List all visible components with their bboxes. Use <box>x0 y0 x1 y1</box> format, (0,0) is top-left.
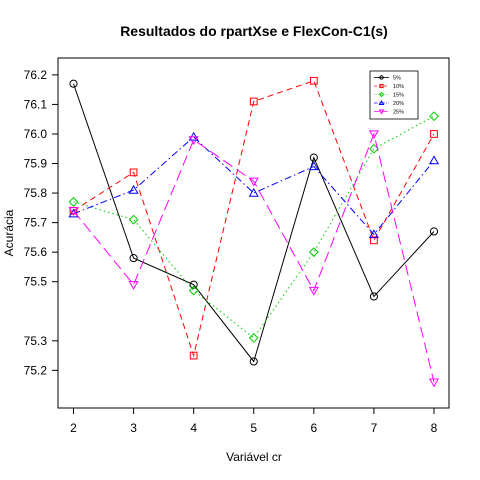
data-point-circle <box>429 227 439 236</box>
series-line <box>73 132 435 383</box>
y-tick-label: 75.9 <box>24 157 48 171</box>
series-2 <box>69 76 438 360</box>
series-line <box>73 83 435 363</box>
data-point-diamond <box>378 91 385 98</box>
data-point-square <box>189 351 198 360</box>
data-point-diamond <box>128 214 139 225</box>
y-tick-label: 76.0 <box>24 127 48 141</box>
plot-frame <box>57 57 450 409</box>
data-point-triangle-up <box>308 161 319 171</box>
data-point-circle <box>69 79 78 88</box>
legend-label: 25% <box>393 110 404 116</box>
data-point-triangle-down <box>308 286 319 296</box>
legend-label: 15% <box>393 93 404 99</box>
data-point-circle <box>309 153 318 162</box>
series-3 <box>68 111 439 343</box>
legend-label: 10% <box>393 84 404 90</box>
y-tick-label: 76.1 <box>24 97 48 111</box>
y-tick-label: 75.6 <box>24 245 48 259</box>
data-point-triangle-up <box>378 99 385 105</box>
data-point-triangle-up <box>368 229 379 239</box>
y-tick-label: 76.2 <box>24 68 48 82</box>
data-point-triangle-down <box>248 177 259 187</box>
series-1 <box>69 79 439 366</box>
data-point-circle <box>129 254 138 263</box>
x-tick-label: 7 <box>371 421 378 435</box>
x-axis-label: Variável cr <box>226 450 282 464</box>
x-tick-label: 4 <box>190 421 197 435</box>
data-point-triangle-up <box>428 155 440 165</box>
legend-box <box>369 70 419 120</box>
y-tick-label: 75.8 <box>24 186 48 200</box>
legend-label: 5% <box>393 76 401 82</box>
data-point-triangle-down <box>128 281 139 290</box>
data-point-circle <box>249 357 258 366</box>
data-point-diamond <box>248 332 259 343</box>
x-tick-label: 2 <box>70 421 77 435</box>
data-point-triangle-up <box>248 187 259 197</box>
data-point-triangle-down <box>68 207 79 217</box>
axes: 2 3 4 5 6 7 8 75.2 75.3 75.5 75.6 75.7 75.8 75.9 76.0 7… <box>24 68 438 435</box>
data-point-square <box>379 83 384 89</box>
data-point-square <box>430 130 438 138</box>
y-tick-label: 75.3 <box>24 334 48 348</box>
y-tick-label: 75.2 <box>24 363 48 377</box>
data-point-circle <box>379 75 384 80</box>
data-point-triangle-down <box>428 378 440 388</box>
y-axis-label: Acurácia <box>2 209 16 256</box>
data-point-triangle-down <box>378 109 385 115</box>
x-tick-label: 8 <box>431 421 438 435</box>
x-tick-label: 3 <box>130 421 137 435</box>
data-point-triangle-down <box>188 136 199 146</box>
data-point-diamond <box>68 197 79 207</box>
data-point-triangle-up <box>128 184 139 194</box>
plot-series <box>68 76 440 388</box>
data-point-diamond <box>308 247 319 258</box>
data-point-circle <box>369 292 378 301</box>
data-point-triangle-down <box>368 130 379 140</box>
x-tick-label: 6 <box>310 421 317 435</box>
y-tick-label: 75.7 <box>24 216 48 230</box>
series-4 <box>68 131 440 239</box>
x-tick-label: 5 <box>250 421 257 435</box>
data-point-square <box>249 97 258 106</box>
data-point-diamond <box>188 285 199 296</box>
chart-title: Resultados do rpartXse e FlexCon-C1(s) <box>120 23 388 39</box>
legend-label: 20% <box>393 101 404 107</box>
y-tick-label: 75.5 <box>24 275 48 289</box>
data-point-diamond <box>429 111 439 122</box>
legend: 5% 10% 15% 20% 25% <box>369 70 419 120</box>
data-point-square <box>309 76 318 85</box>
series-line <box>73 136 435 236</box>
data-point-circle <box>189 280 198 289</box>
data-point-square <box>129 168 138 177</box>
series-5 <box>68 130 440 388</box>
series-line <box>73 80 435 358</box>
data-point-square <box>370 236 378 245</box>
